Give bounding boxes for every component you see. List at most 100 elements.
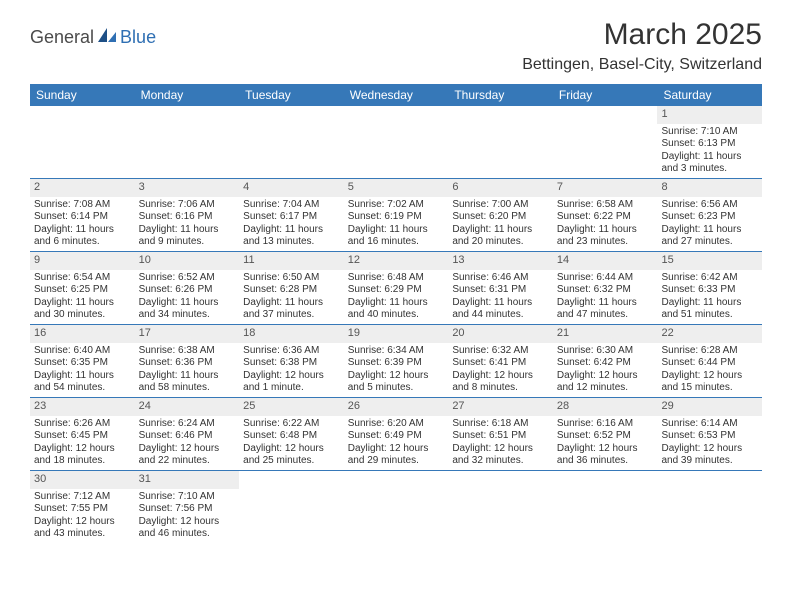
logo-text-general: General [30,27,94,48]
sunset-line: Sunset: 6:26 PM [139,284,236,297]
calendar-header-row: Sunday Monday Tuesday Wednesday Thursday… [30,84,762,106]
page-subtitle: Bettingen, Basel-City, Switzerland [522,56,762,74]
calendar-day: 3Sunrise: 7:06 AMSunset: 6:16 PMDaylight… [135,179,240,251]
header: General Blue March 2025 Bettingen, Basel… [30,18,762,74]
day-number: 20 [448,325,553,343]
calendar-day: 13Sunrise: 6:46 AMSunset: 6:31 PMDayligh… [448,252,553,324]
calendar-day: 16Sunrise: 6:40 AMSunset: 6:35 PMDayligh… [30,325,135,397]
day-number: 17 [135,325,240,343]
daylight-line: Daylight: 11 hours [557,297,654,310]
sunrise-line: Sunrise: 6:48 AM [348,272,445,285]
calendar-day: 26Sunrise: 6:20 AMSunset: 6:49 PMDayligh… [344,398,449,470]
daylight-line: Daylight: 12 hours [139,516,236,529]
daylight-line: and 3 minutes. [661,163,758,176]
calendar-day: 19Sunrise: 6:34 AMSunset: 6:39 PMDayligh… [344,325,449,397]
dow-tuesday: Tuesday [239,84,344,106]
calendar-day: 12Sunrise: 6:48 AMSunset: 6:29 PMDayligh… [344,252,449,324]
calendar-row: 23Sunrise: 6:26 AMSunset: 6:45 PMDayligh… [30,398,762,471]
daylight-line: and 22 minutes. [139,455,236,468]
sunset-line: Sunset: 6:39 PM [348,357,445,370]
calendar-day: 18Sunrise: 6:36 AMSunset: 6:38 PMDayligh… [239,325,344,397]
calendar-empty [30,106,135,178]
sunrise-line: Sunrise: 6:14 AM [661,418,758,431]
calendar-empty [448,106,553,178]
daylight-line: and 43 minutes. [34,528,131,541]
daylight-line: Daylight: 12 hours [348,370,445,383]
day-number: 8 [657,179,762,197]
daylight-line: and 13 minutes. [243,236,340,249]
sunset-line: Sunset: 6:28 PM [243,284,340,297]
dow-saturday: Saturday [657,84,762,106]
daylight-line: and 44 minutes. [452,309,549,322]
daylight-line: Daylight: 12 hours [452,370,549,383]
sunrise-line: Sunrise: 6:22 AM [243,418,340,431]
daylight-line: Daylight: 11 hours [243,224,340,237]
daylight-line: Daylight: 12 hours [34,516,131,529]
day-number: 21 [553,325,658,343]
day-number: 23 [30,398,135,416]
calendar-empty [657,471,762,543]
daylight-line: and 6 minutes. [34,236,131,249]
day-number: 4 [239,179,344,197]
calendar-day: 7Sunrise: 6:58 AMSunset: 6:22 PMDaylight… [553,179,658,251]
sunset-line: Sunset: 6:44 PM [661,357,758,370]
daylight-line: and 1 minute. [243,382,340,395]
daylight-line: and 51 minutes. [661,309,758,322]
sunrise-line: Sunrise: 6:44 AM [557,272,654,285]
daylight-line: and 29 minutes. [348,455,445,468]
day-number: 15 [657,252,762,270]
day-number: 29 [657,398,762,416]
daylight-line: Daylight: 11 hours [139,224,236,237]
day-number: 16 [30,325,135,343]
day-number: 24 [135,398,240,416]
day-number: 30 [30,471,135,489]
daylight-line: Daylight: 11 hours [139,297,236,310]
daylight-line: Daylight: 12 hours [661,443,758,456]
daylight-line: Daylight: 11 hours [661,297,758,310]
sunset-line: Sunset: 7:56 PM [139,503,236,516]
calendar-empty [344,106,449,178]
sunrise-line: Sunrise: 7:06 AM [139,199,236,212]
calendar-empty [344,471,449,543]
daylight-line: Daylight: 12 hours [243,443,340,456]
daylight-line: Daylight: 12 hours [557,370,654,383]
day-number: 9 [30,252,135,270]
sunrise-line: Sunrise: 6:32 AM [452,345,549,358]
sunrise-line: Sunrise: 6:46 AM [452,272,549,285]
sunrise-line: Sunrise: 6:30 AM [557,345,654,358]
sunrise-line: Sunrise: 7:12 AM [34,491,131,504]
calendar-empty [553,471,658,543]
sunset-line: Sunset: 6:52 PM [557,430,654,443]
daylight-line: Daylight: 11 hours [348,224,445,237]
daylight-line: and 32 minutes. [452,455,549,468]
sunrise-line: Sunrise: 7:10 AM [139,491,236,504]
dow-friday: Friday [553,84,658,106]
daylight-line: and 18 minutes. [34,455,131,468]
sunset-line: Sunset: 6:36 PM [139,357,236,370]
sunrise-line: Sunrise: 7:10 AM [661,126,758,139]
daylight-line: Daylight: 11 hours [34,370,131,383]
daylight-line: Daylight: 11 hours [34,224,131,237]
sunrise-line: Sunrise: 6:18 AM [452,418,549,431]
dow-thursday: Thursday [448,84,553,106]
dow-sunday: Sunday [30,84,135,106]
day-number: 6 [448,179,553,197]
daylight-line: and 36 minutes. [557,455,654,468]
calendar-body: 1Sunrise: 7:10 AMSunset: 6:13 PMDaylight… [30,106,762,543]
sunset-line: Sunset: 6:14 PM [34,211,131,224]
day-number: 13 [448,252,553,270]
title-block: March 2025 Bettingen, Basel-City, Switze… [522,18,762,74]
sunset-line: Sunset: 6:31 PM [452,284,549,297]
calendar: Sunday Monday Tuesday Wednesday Thursday… [30,84,762,543]
daylight-line: and 58 minutes. [139,382,236,395]
day-number: 14 [553,252,658,270]
day-number: 22 [657,325,762,343]
daylight-line: and 34 minutes. [139,309,236,322]
daylight-line: and 30 minutes. [34,309,131,322]
sunrise-line: Sunrise: 6:40 AM [34,345,131,358]
daylight-line: and 37 minutes. [243,309,340,322]
calendar-day: 30Sunrise: 7:12 AMSunset: 7:55 PMDayligh… [30,471,135,543]
calendar-day: 10Sunrise: 6:52 AMSunset: 6:26 PMDayligh… [135,252,240,324]
calendar-day: 24Sunrise: 6:24 AMSunset: 6:46 PMDayligh… [135,398,240,470]
sunset-line: Sunset: 6:33 PM [661,284,758,297]
